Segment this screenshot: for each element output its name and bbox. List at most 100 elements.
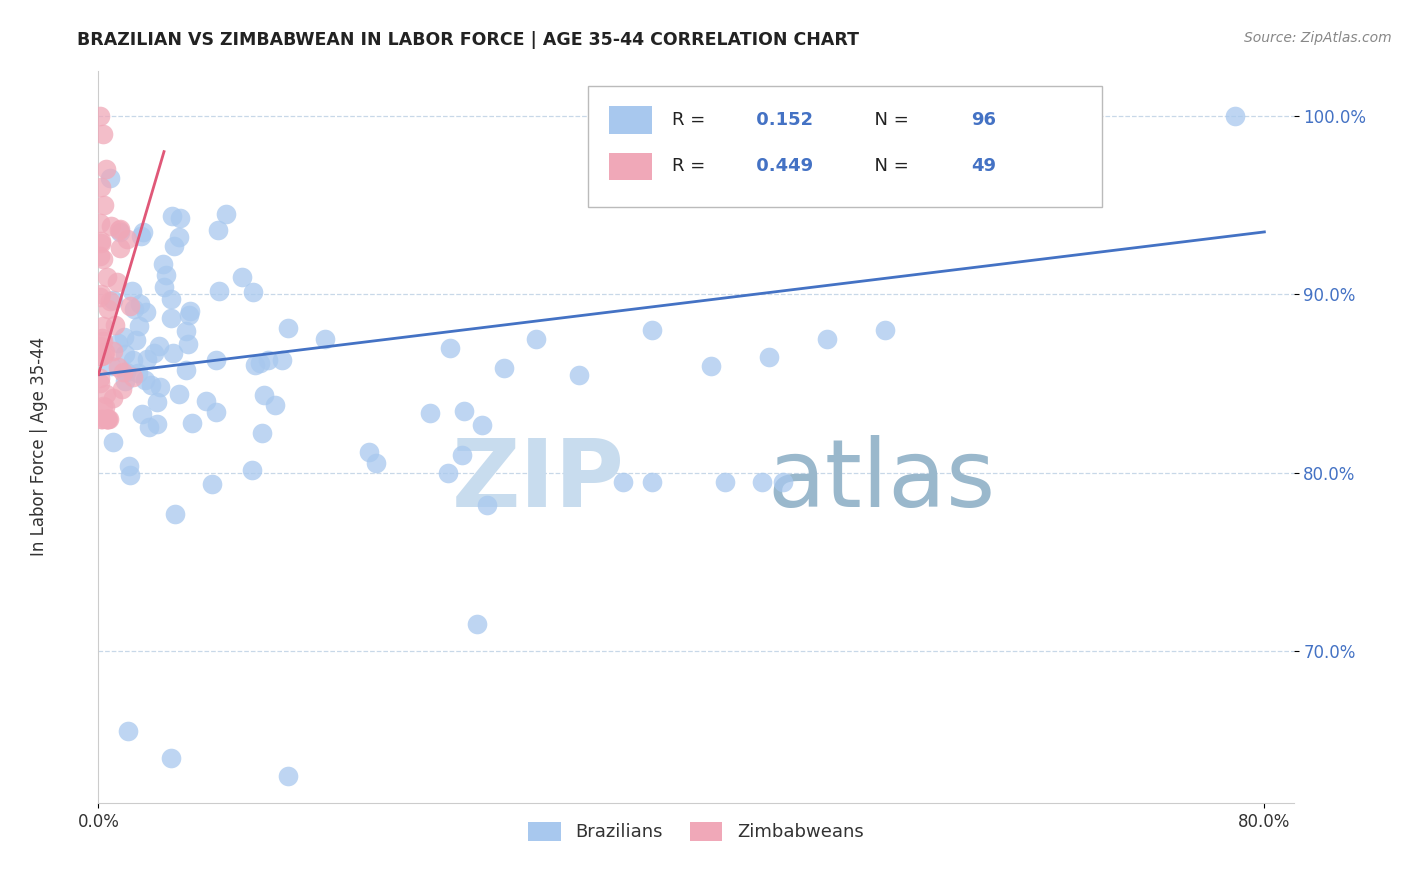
Point: [148, 339, 170, 353]
Point: [160, 751, 183, 765]
Point: [714, 475, 737, 489]
Point: [277, 320, 299, 334]
Point: [91, 334, 114, 349]
Point: [153, 279, 176, 293]
Text: R =: R =: [672, 112, 711, 129]
Point: [177, 337, 200, 351]
Point: [98, 170, 121, 185]
Point: [205, 353, 228, 368]
Point: [245, 359, 267, 373]
Text: BRAZILIAN VS ZIMBABWEAN IN LABOR FORCE | AGE 35-44 CORRELATION CHART: BRAZILIAN VS ZIMBABWEAN IN LABOR FORCE |…: [77, 31, 859, 49]
Text: ZIP: ZIP: [451, 435, 624, 527]
Point: [94, 162, 117, 177]
Point: [110, 222, 132, 236]
Point: [90, 234, 112, 248]
Point: [179, 304, 201, 318]
Point: [475, 499, 498, 513]
Point: [112, 330, 135, 344]
Point: [612, 475, 634, 489]
Point: [208, 284, 231, 298]
Point: [146, 395, 169, 409]
Point: [117, 724, 139, 739]
Point: [128, 318, 150, 333]
Point: [103, 293, 125, 307]
Point: [93, 198, 115, 212]
FancyBboxPatch shape: [589, 86, 1102, 207]
Point: [97, 302, 120, 317]
Point: [152, 257, 174, 271]
Point: [439, 341, 461, 355]
Point: [467, 617, 489, 632]
Point: [205, 405, 228, 419]
Text: atlas: atlas: [768, 435, 995, 527]
Point: [122, 370, 145, 384]
Point: [107, 222, 129, 236]
Point: [231, 269, 253, 284]
Point: [314, 332, 336, 346]
Point: [271, 352, 294, 367]
Point: [162, 210, 184, 224]
Point: [138, 420, 160, 434]
Point: [815, 332, 838, 346]
Point: [264, 398, 287, 412]
Point: [94, 387, 117, 401]
Point: [93, 348, 115, 362]
Point: [90, 331, 112, 345]
Point: [110, 242, 132, 256]
Point: [277, 769, 299, 783]
Point: [641, 323, 664, 337]
Point: [177, 308, 200, 322]
Point: [96, 412, 118, 426]
Point: [118, 300, 141, 314]
Point: [105, 275, 128, 289]
Point: [751, 475, 773, 489]
Point: [131, 225, 153, 239]
Point: [89, 290, 111, 304]
Point: [160, 292, 183, 306]
Point: [167, 230, 190, 244]
Point: [364, 456, 387, 470]
Point: [107, 360, 129, 375]
Point: [90, 349, 112, 363]
Point: [104, 318, 127, 332]
Text: N =: N =: [863, 158, 915, 176]
Point: [143, 346, 166, 360]
Point: [115, 365, 138, 379]
Point: [117, 232, 139, 246]
Text: 0.152: 0.152: [749, 112, 813, 129]
Point: [118, 468, 141, 483]
Text: Source: ZipAtlas.com: Source: ZipAtlas.com: [1244, 31, 1392, 45]
Point: [174, 324, 197, 338]
Point: [121, 284, 143, 298]
Point: [134, 373, 156, 387]
Point: [91, 319, 114, 334]
Point: [253, 387, 276, 401]
Point: [772, 475, 794, 489]
Point: [252, 426, 274, 441]
Point: [112, 365, 135, 379]
Point: [169, 211, 191, 225]
Point: [699, 359, 721, 373]
Legend: Brazilians, Zimbabweans: Brazilians, Zimbabweans: [522, 814, 870, 848]
Point: [89, 216, 111, 230]
Point: [131, 407, 153, 421]
Point: [758, 350, 780, 364]
Point: [107, 335, 129, 350]
Text: 49: 49: [972, 158, 995, 176]
Text: N =: N =: [863, 112, 915, 129]
Point: [437, 466, 460, 480]
Point: [453, 404, 475, 418]
Point: [155, 268, 177, 282]
Point: [101, 434, 124, 449]
Point: [131, 229, 153, 244]
Point: [128, 297, 150, 311]
Point: [110, 382, 132, 396]
Point: [122, 353, 145, 368]
Point: [162, 345, 184, 359]
Point: [240, 463, 263, 477]
Point: [242, 285, 264, 300]
Point: [89, 249, 111, 263]
Point: [89, 109, 111, 123]
Point: [201, 477, 224, 491]
Point: [169, 387, 191, 401]
